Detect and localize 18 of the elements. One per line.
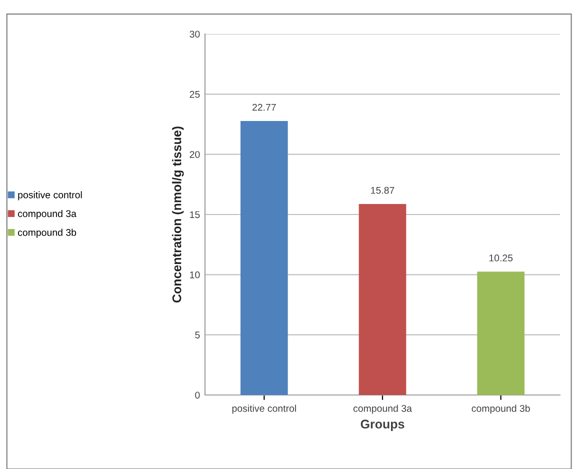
- legend-label: compound 3a: [18, 210, 76, 220]
- y-tick-label: 10: [190, 271, 200, 278]
- y-tick-label: 30: [190, 30, 200, 38]
- data-label: 22.77: [252, 104, 276, 111]
- data-label: 15.87: [371, 186, 394, 194]
- legend-label: compound 3b: [18, 228, 76, 238]
- x-tick-label: compound 3a: [353, 404, 412, 414]
- y-tick-label: 20: [190, 151, 200, 158]
- data-label: 10.25: [489, 254, 513, 262]
- x-tick-label: compound 3b: [472, 404, 530, 414]
- y-tick-label: 15: [190, 211, 200, 218]
- x-axis-title: Groups: [360, 420, 404, 431]
- y-axis-title: Concentration (nmol/g tissue): [172, 126, 184, 303]
- x-tick-label: positive control: [232, 404, 296, 414]
- legend-label: positive control: [18, 191, 82, 200]
- y-tick-label: 5: [195, 332, 200, 338]
- y-tick-label: 25: [190, 90, 200, 98]
- y-tick-label: 0: [195, 392, 200, 399]
